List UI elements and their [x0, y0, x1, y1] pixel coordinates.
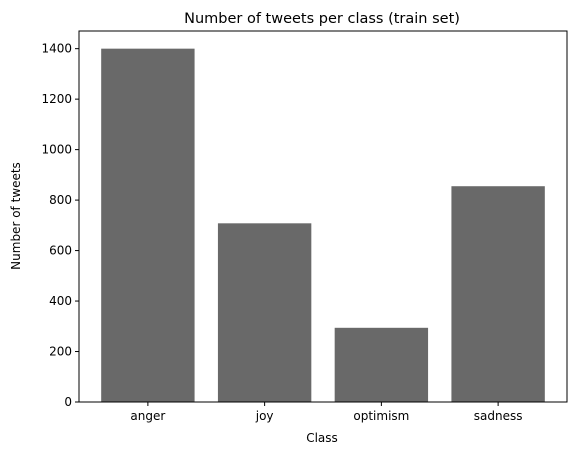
x-axis-label: Class	[306, 431, 338, 445]
bar-joy	[217, 223, 312, 402]
y-tick-label: 1000	[41, 143, 72, 157]
bar-sadness	[451, 186, 545, 402]
y-axis-label: Number of tweets	[9, 162, 23, 270]
y-tick-label: 0	[64, 395, 72, 409]
bar-optimism	[334, 327, 429, 402]
bar-anger	[101, 48, 195, 403]
y-tick-label: 800	[49, 193, 72, 207]
x-tick-label: joy	[255, 409, 274, 423]
y-tick-label: 1400	[41, 42, 72, 56]
y-tick-label: 1200	[41, 92, 72, 106]
x-tick-label: anger	[130, 409, 165, 423]
plot-area: anger joy optimism sadness 0 200 400 600 800 1000…	[41, 42, 545, 423]
y-tick-label: 200	[49, 345, 72, 359]
y-tick-label: 400	[49, 294, 72, 308]
chart-title: Number of tweets per class (train set)	[184, 11, 460, 27]
y-tick-label: 600	[49, 244, 72, 258]
x-tick-label: sadness	[474, 409, 523, 423]
plot-frame	[78, 30, 568, 403]
x-tick-label: optimism	[353, 409, 409, 423]
